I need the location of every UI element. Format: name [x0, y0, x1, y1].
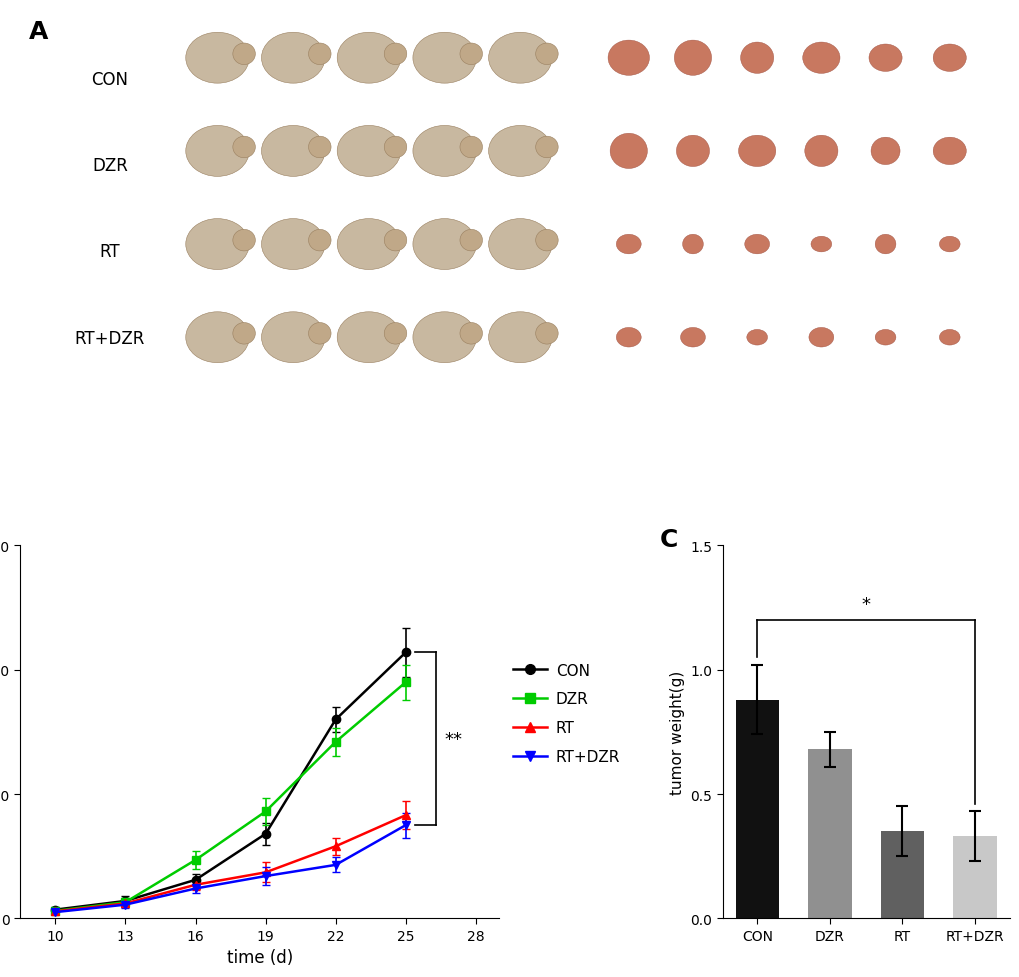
Text: **: **: [444, 730, 462, 748]
Ellipse shape: [384, 137, 407, 158]
Ellipse shape: [337, 220, 400, 271]
Ellipse shape: [535, 231, 557, 252]
Ellipse shape: [308, 137, 331, 158]
Ellipse shape: [746, 330, 766, 346]
Ellipse shape: [185, 220, 249, 271]
Ellipse shape: [744, 235, 768, 255]
Bar: [807, 749, 851, 918]
Ellipse shape: [185, 313, 249, 363]
Ellipse shape: [868, 45, 901, 72]
Ellipse shape: [308, 323, 331, 345]
Ellipse shape: [810, 237, 830, 253]
Ellipse shape: [615, 328, 641, 348]
Ellipse shape: [413, 220, 476, 271]
Ellipse shape: [804, 136, 837, 167]
Bar: [735, 700, 779, 918]
Ellipse shape: [413, 126, 476, 177]
Y-axis label: tumor weight(g): tumor weight(g): [668, 670, 684, 794]
Ellipse shape: [308, 44, 331, 65]
Ellipse shape: [261, 33, 325, 84]
Ellipse shape: [337, 313, 400, 363]
Text: RT: RT: [100, 243, 120, 261]
Bar: [879, 831, 923, 918]
Ellipse shape: [676, 136, 709, 167]
Ellipse shape: [185, 126, 249, 177]
Ellipse shape: [607, 41, 649, 76]
Ellipse shape: [384, 231, 407, 252]
Ellipse shape: [488, 33, 551, 84]
Ellipse shape: [932, 138, 965, 165]
Ellipse shape: [870, 138, 899, 165]
Bar: [953, 836, 996, 918]
Ellipse shape: [413, 33, 476, 84]
Ellipse shape: [932, 45, 965, 72]
Ellipse shape: [232, 137, 255, 158]
Ellipse shape: [261, 220, 325, 271]
Text: RT+DZR: RT+DZR: [74, 329, 145, 347]
Ellipse shape: [308, 231, 331, 252]
Ellipse shape: [232, 44, 255, 65]
Ellipse shape: [740, 43, 773, 74]
Ellipse shape: [384, 323, 407, 345]
Ellipse shape: [232, 323, 255, 345]
Ellipse shape: [874, 330, 895, 346]
Ellipse shape: [682, 235, 703, 255]
Ellipse shape: [680, 328, 705, 348]
Ellipse shape: [460, 44, 482, 65]
Ellipse shape: [802, 43, 840, 74]
Ellipse shape: [488, 313, 551, 363]
Legend: CON, DZR, RT, RT+DZR: CON, DZR, RT, RT+DZR: [513, 663, 620, 764]
Ellipse shape: [337, 126, 400, 177]
Text: *: *: [861, 595, 870, 613]
Ellipse shape: [674, 41, 711, 76]
Ellipse shape: [738, 136, 775, 167]
Ellipse shape: [938, 237, 959, 253]
Ellipse shape: [384, 44, 407, 65]
Ellipse shape: [460, 137, 482, 158]
Ellipse shape: [535, 44, 557, 65]
Ellipse shape: [808, 328, 833, 348]
Ellipse shape: [535, 323, 557, 345]
Ellipse shape: [232, 231, 255, 252]
Ellipse shape: [938, 330, 959, 346]
Text: CON: CON: [92, 71, 128, 89]
Text: DZR: DZR: [92, 157, 127, 175]
Ellipse shape: [185, 33, 249, 84]
Ellipse shape: [615, 235, 641, 255]
X-axis label: time (d): time (d): [226, 949, 292, 966]
Ellipse shape: [535, 137, 557, 158]
Text: C: C: [658, 528, 677, 551]
Ellipse shape: [261, 126, 325, 177]
Ellipse shape: [488, 126, 551, 177]
Ellipse shape: [261, 313, 325, 363]
Ellipse shape: [609, 134, 647, 169]
Text: A: A: [29, 20, 48, 44]
Ellipse shape: [460, 323, 482, 345]
Ellipse shape: [460, 231, 482, 252]
Ellipse shape: [488, 220, 551, 271]
Ellipse shape: [337, 33, 400, 84]
Ellipse shape: [874, 235, 895, 255]
Ellipse shape: [413, 313, 476, 363]
